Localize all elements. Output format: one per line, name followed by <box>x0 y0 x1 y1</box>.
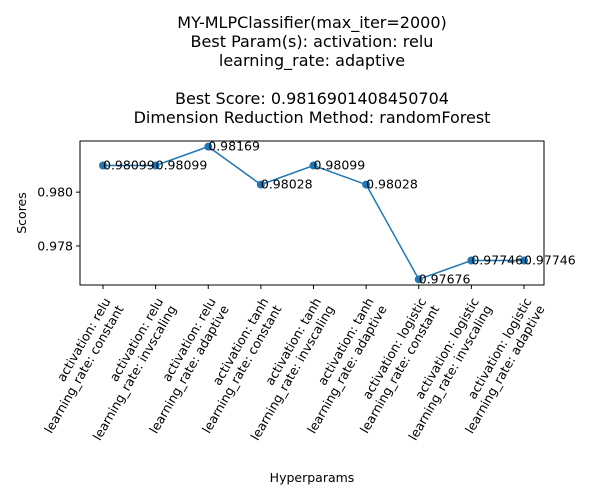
data-point <box>467 256 476 265</box>
data-points <box>99 142 528 284</box>
data-label: 0.97676 <box>419 271 471 286</box>
data-label: 0.98099 <box>156 157 208 172</box>
data-label: 0.98028 <box>261 177 313 192</box>
data-label: 0.98099 <box>103 157 155 172</box>
data-label: 0.98099 <box>314 157 366 172</box>
data-point <box>99 161 107 170</box>
data-label: 0.97746 <box>524 253 576 268</box>
plot-area-frame <box>79 140 545 286</box>
data-point <box>151 161 160 170</box>
data-label: 0.97746 <box>471 253 523 268</box>
x-axis: activation: relulearning_rate: constanta… <box>41 285 548 443</box>
data-label: 0.98028 <box>366 177 418 192</box>
chart-title: MY-MLPClassifier(max_iter=2000)Best Para… <box>134 13 491 127</box>
data-point <box>414 275 423 284</box>
title-line-5: Best Score: 0.9816901408450704 <box>175 89 449 108</box>
y-axis-label: Scores <box>14 192 29 234</box>
data-point <box>204 142 213 151</box>
y-axis: 0.978 0.980 <box>37 185 80 253</box>
x-axis-label: Hyperparams <box>270 470 355 485</box>
title-line-2: Best Param(s): activation: relu <box>191 32 434 51</box>
y-tick-label: 0.980 <box>37 185 73 200</box>
data-point <box>362 180 371 189</box>
data-label: 0.98169 <box>208 139 260 154</box>
data-point <box>309 161 318 170</box>
data-point <box>520 256 528 265</box>
data-point <box>256 180 265 189</box>
data-labels: 0.98099 0.980990.981690.980280.980990.980… <box>103 139 576 287</box>
y-tick-label: 0.978 <box>37 238 73 253</box>
title-line-3: learning_rate: adaptive <box>219 51 405 71</box>
title-line-6: Dimension Reduction Method: randomForest <box>134 108 491 127</box>
title-line-1: MY-MLPClassifier(max_iter=2000) <box>177 13 446 33</box>
